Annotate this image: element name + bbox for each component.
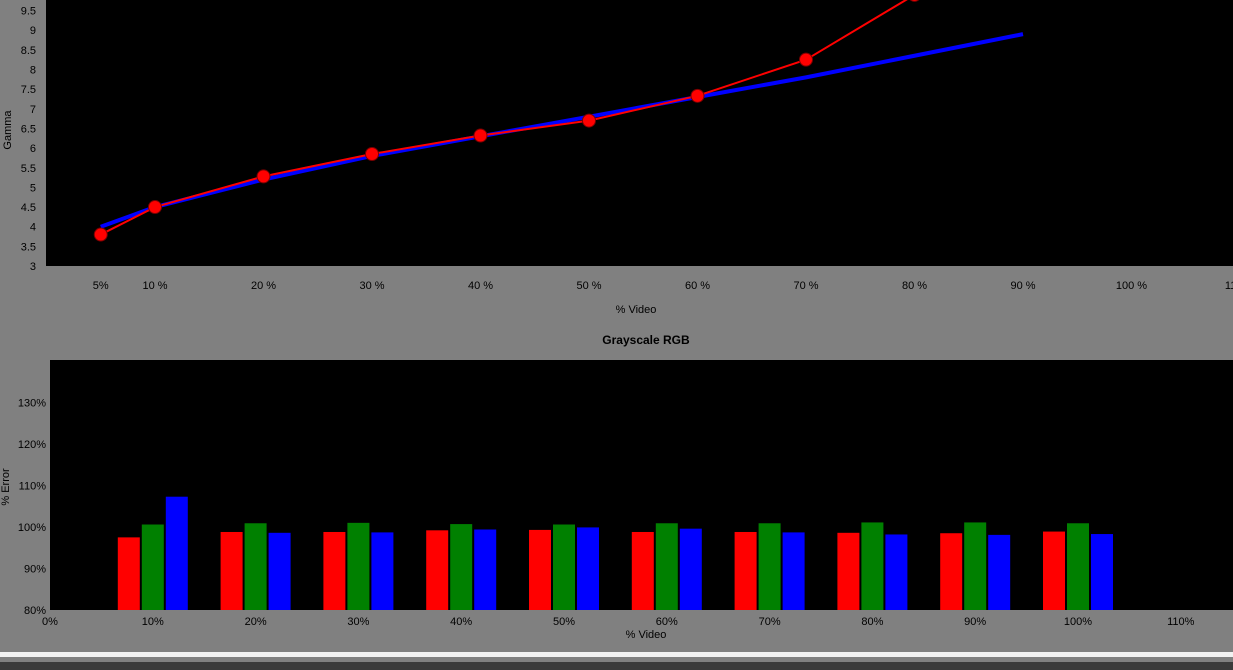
red-bar [940, 533, 963, 610]
gamma-y-tick-label: 5 [30, 182, 36, 194]
green-bar [758, 523, 781, 610]
gamma-data-point [690, 88, 705, 103]
gamma-data-point [256, 169, 271, 184]
gamma-y-tick-label: 7.5 [21, 84, 36, 96]
blue-bar [885, 534, 908, 610]
green-bar [141, 524, 164, 610]
rgb-x-tick-label: 20% [245, 616, 267, 628]
green-bar [553, 524, 575, 610]
gamma-target-line [100, 32, 1024, 229]
gamma-x-tick-label: 40 % [468, 280, 493, 292]
gamma-data-point [365, 146, 379, 161]
rgb-x-tick-label: 80% [861, 616, 883, 628]
gamma-data-point [93, 227, 108, 242]
red-bar [220, 531, 243, 610]
gamma-y-tick-label: 9 [30, 25, 36, 37]
gamma-chart: 3 3.5 4 4.5 5 5.5 6 6.5 7 7.5 8 8.5 9 9.5 5% 10 % 20 % 30… [2, 0, 1233, 316]
green-bar [861, 522, 884, 610]
rgb-x-tick-label: 50% [553, 616, 575, 628]
blue-bar [988, 534, 1011, 610]
rgb-y-tick-label: 80% [24, 605, 46, 617]
gamma-y-tick-label: 6 [30, 143, 36, 155]
gamma-y-tick-label: 3 [30, 261, 36, 273]
rgb-y-tick-label: 100% [18, 522, 46, 534]
gamma-data-point [148, 200, 162, 215]
red-bar [837, 532, 860, 610]
gamma-y-tick-label: 8.5 [21, 45, 36, 57]
gamma-x-tick-label: 5% [93, 280, 109, 292]
gamma-data-point [473, 128, 488, 143]
blue-bar [577, 527, 599, 610]
rgb-x-tick-label: 60% [656, 616, 678, 628]
rgb-x-tick-label: 30% [347, 616, 369, 628]
blue-bar [371, 532, 394, 610]
blue-bar [268, 532, 291, 610]
status-bar [0, 662, 1233, 670]
panel-divider [0, 652, 1233, 657]
gamma-x-tick-label: 30 % [359, 280, 384, 292]
blue-bar [1091, 534, 1113, 610]
rgb-y-tick-label: 130% [18, 398, 46, 410]
green-bar [347, 522, 370, 610]
gamma-y-tick-label: 6.5 [21, 123, 36, 135]
gamma-series-group [93, 0, 1024, 242]
red-bar [323, 531, 346, 610]
red-bar [117, 537, 140, 610]
gamma-x-tick-label: 110 % [1225, 280, 1233, 292]
grayscale-rgb-chart: Grayscale RGB 80% 90% 100% 110% 120% 130% 0% 10%… [0, 333, 1233, 641]
gamma-x-tick-label: 20 % [251, 280, 276, 292]
gamma-y-tick-label: 9.5 [21, 6, 36, 18]
gamma-x-axis-label: % Video [616, 304, 657, 316]
gamma-x-tick-label: 50 % [576, 280, 601, 292]
rgb-x-tick-label: 40% [450, 616, 472, 628]
gamma-x-tick-label: 90 % [1010, 280, 1035, 292]
green-bar [964, 522, 987, 610]
red-bar [734, 531, 757, 610]
gamma-y-tick-label: 7 [30, 104, 36, 116]
rgb-x-tick-label: 110% [1167, 616, 1195, 628]
gamma-x-tick-label: 60 % [685, 280, 710, 292]
rgb-x-tick-label: 70% [759, 616, 781, 628]
gamma-x-tick-label: 70 % [793, 280, 818, 292]
gamma-y-tick-label: 3.5 [21, 241, 36, 253]
green-bar [1067, 523, 1089, 610]
gamma-data-point [582, 113, 596, 128]
gamma-y-tick-label: 5.5 [21, 163, 36, 175]
red-bar [529, 529, 551, 610]
gamma-y-axis-label: Gamma [2, 110, 14, 150]
gamma-y-tick-label: 4.5 [21, 202, 36, 214]
rgb-x-tick-label: 10% [142, 616, 164, 628]
green-bar [450, 524, 473, 610]
gamma-x-tick-label: 100 % [1116, 280, 1147, 292]
gamma-y-tick-label: 4 [30, 222, 36, 234]
red-bar [1043, 531, 1065, 610]
gamma-data-point [909, 0, 920, 2]
rgb-y-tick-label: 90% [24, 564, 46, 576]
blue-bar [782, 532, 805, 610]
rgb-y-tick-label: 120% [18, 439, 46, 451]
green-bar [655, 523, 678, 610]
gamma-x-tick-label: 10 % [142, 280, 167, 292]
rgb-x-axis-label: % Video [626, 629, 667, 641]
chart-title: Grayscale RGB [602, 333, 690, 347]
rgb-y-axis-label: % Error [0, 468, 12, 506]
green-bar [244, 523, 267, 610]
gamma-data-point [799, 52, 813, 67]
gamma-y-tick-label: 8 [30, 65, 36, 77]
blue-bar [679, 528, 702, 610]
red-bar [426, 530, 449, 610]
blue-bar [165, 496, 188, 610]
gamma-plot-area [46, 0, 1233, 266]
gamma-x-tick-label: 80 % [902, 280, 927, 292]
rgb-x-tick-label: 0% [42, 616, 58, 628]
rgb-x-tick-label: 100% [1064, 616, 1092, 628]
blue-bar [474, 529, 497, 610]
rgb-y-tick-label: 110% [19, 481, 47, 493]
rgb-x-tick-label: 90% [964, 616, 986, 628]
red-bar [631, 531, 654, 610]
